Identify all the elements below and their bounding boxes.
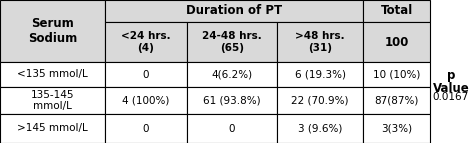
Text: 3 (9.6%): 3 (9.6%) <box>298 124 342 134</box>
Bar <box>105 0 364 22</box>
Bar <box>277 114 364 143</box>
Text: >48 hrs.
(31): >48 hrs. (31) <box>295 31 345 53</box>
Bar <box>364 114 430 143</box>
Bar <box>187 62 277 87</box>
Text: 0.0167: 0.0167 <box>433 92 469 102</box>
Text: 100: 100 <box>384 35 409 48</box>
Bar <box>187 22 277 62</box>
Text: 61 (93.8%): 61 (93.8%) <box>203 96 261 106</box>
Text: 10 (10%): 10 (10%) <box>373 69 420 80</box>
Bar <box>105 22 187 62</box>
Bar <box>105 87 187 114</box>
Text: p
Value: p Value <box>433 68 469 96</box>
Text: 135-145
mmol/L: 135-145 mmol/L <box>30 90 74 111</box>
Bar <box>0 87 105 114</box>
Bar <box>364 87 430 114</box>
Text: 22 (70.9%): 22 (70.9%) <box>292 96 349 106</box>
Text: Duration of PT: Duration of PT <box>186 4 282 17</box>
Bar <box>187 114 277 143</box>
Bar <box>105 62 187 87</box>
Text: 0: 0 <box>143 69 149 80</box>
Bar <box>187 87 277 114</box>
Text: <24 hrs.
(4): <24 hrs. (4) <box>121 31 171 53</box>
Bar <box>277 22 364 62</box>
Text: 6 (19.3%): 6 (19.3%) <box>294 69 346 80</box>
Bar <box>0 62 105 87</box>
Bar <box>364 22 430 62</box>
Text: 0: 0 <box>229 124 235 134</box>
Bar <box>277 62 364 87</box>
Text: 4(6.2%): 4(6.2%) <box>211 69 253 80</box>
Text: 0: 0 <box>143 124 149 134</box>
Text: 4 (100%): 4 (100%) <box>122 96 170 106</box>
Text: Serum
Sodium: Serum Sodium <box>27 17 77 45</box>
Bar <box>277 87 364 114</box>
Bar <box>364 62 430 87</box>
Bar <box>105 114 187 143</box>
Bar <box>0 0 105 62</box>
Text: 24-48 hrs.
(65): 24-48 hrs. (65) <box>202 31 262 53</box>
Text: Total: Total <box>381 4 413 17</box>
Text: 87(87%): 87(87%) <box>374 96 419 106</box>
Bar <box>0 114 105 143</box>
Bar <box>364 0 430 22</box>
Text: <135 mmol/L: <135 mmol/L <box>17 69 88 80</box>
Text: 3(3%): 3(3%) <box>381 124 412 134</box>
Text: >145 mmol/L: >145 mmol/L <box>17 124 88 134</box>
